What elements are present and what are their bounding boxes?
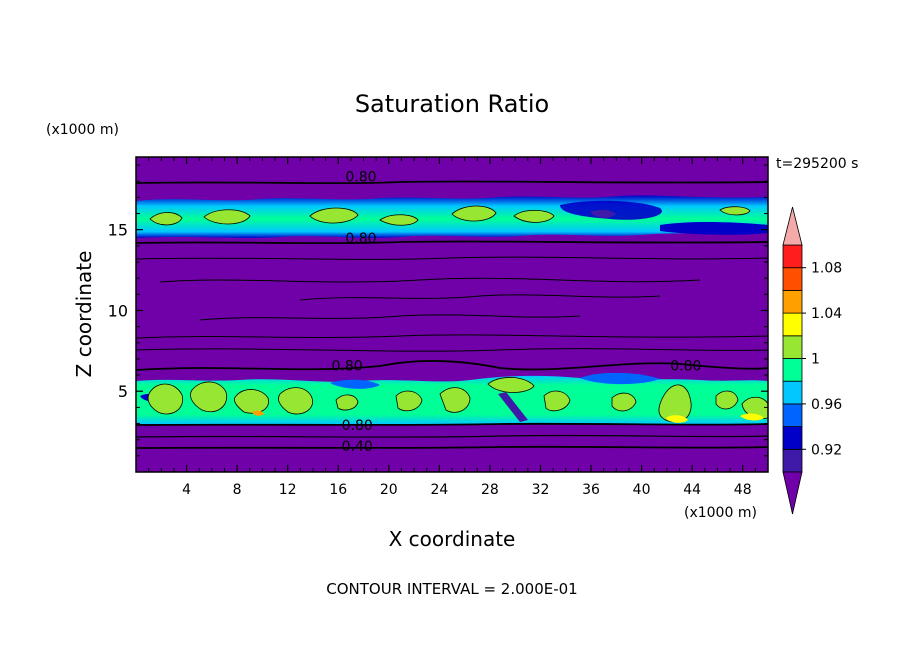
lower-cloud-warm-spot (252, 410, 264, 416)
contour-value-label: 0.80 (342, 418, 373, 434)
lower-cloud-warm-spot (740, 413, 764, 421)
upper-cloud-dark-patch (590, 209, 616, 218)
x-tick-label: 24 (430, 482, 448, 498)
x-unit-label: (x1000 m) (684, 505, 757, 521)
colorbar-below-arrow (782, 471, 803, 515)
upper-cloud-dark-patch (560, 200, 662, 220)
time-label: t=295200 s (776, 156, 858, 172)
colorbar-swatch (782, 244, 803, 269)
upper-cloud-cores (149, 205, 751, 226)
colorbar-label: 0.96 (811, 397, 842, 413)
y-unit-label: (x1000 m) (46, 122, 119, 138)
contour-interval-note: CONTOUR INTERVAL = 2.000E-01 (326, 580, 577, 598)
contour-value-label: 0.40 (342, 439, 373, 455)
x-axis: 4 8 12 16 20 24 28 32 36 40 44 48 (148, 157, 756, 498)
x-tick-label: 40 (633, 482, 651, 498)
contour-value-label: 0.80 (345, 231, 376, 247)
lower-cloud-blue-fringe (330, 379, 380, 389)
colorbar-swatch (782, 289, 803, 314)
x-tick-label: 36 (582, 482, 600, 498)
lower-cloud-warm-spot (666, 415, 688, 423)
y-axis-label: Z coordinate (72, 251, 96, 378)
colorbar-swatch (782, 426, 803, 450)
contour-lines (136, 180, 768, 449)
contour-value-label: 0.80 (670, 358, 701, 374)
y-tick-label: 10 (108, 301, 128, 320)
colorbar-swatch (782, 448, 803, 473)
x-tick-label: 44 (683, 482, 701, 498)
y-tick-label: 5 (118, 382, 128, 401)
colorbar-label: 0.92 (811, 442, 842, 458)
colorbar-label: 1.08 (811, 261, 842, 277)
x-tick-label: 32 (532, 482, 550, 498)
colorbar-label: 1.04 (811, 306, 842, 322)
colorbar-swatch (782, 403, 803, 427)
contour-label-group: 0.80 0.80 0.80 0.80 0.80 0.40 (332, 169, 702, 455)
colorbar-swatch (782, 335, 803, 359)
x-tick-label: 4 (182, 482, 191, 498)
x-tick-label: 20 (380, 482, 398, 498)
colorbar-label: 1 (811, 352, 820, 368)
contour-value-label: 0.80 (345, 169, 376, 185)
colorbar-swatch (782, 358, 803, 382)
lower-cloud-blue-fringe (580, 372, 660, 385)
saturation-field: 0.80 0.80 0.80 0.80 0.80 0.40 (136, 157, 768, 472)
colorbar: 0.92 0.96 1 1.04 1.08 (782, 206, 842, 515)
chart-title: Saturation Ratio (355, 90, 549, 118)
x-tick-label: 48 (734, 482, 752, 498)
lower-cloud-dark-streak (498, 392, 528, 422)
upper-cloud-dark-patch (660, 221, 768, 235)
x-tick-label: 12 (279, 482, 297, 498)
lower-cloud-cores (147, 377, 768, 423)
y-tick-label: 15 (108, 221, 128, 240)
x-axis-label: X coordinate (389, 527, 516, 551)
colorbar-swatch (782, 267, 803, 291)
colorbar-swatch (782, 380, 803, 405)
contour-value-label: 0.80 (332, 358, 363, 374)
x-tick-label: 28 (481, 482, 499, 498)
colorbar-swatch (782, 312, 803, 337)
colorbar-above-arrow (782, 206, 803, 246)
x-tick-label: 16 (329, 482, 347, 498)
y-axis: 5 10 15 (108, 164, 768, 457)
x-tick-label: 8 (233, 482, 242, 498)
